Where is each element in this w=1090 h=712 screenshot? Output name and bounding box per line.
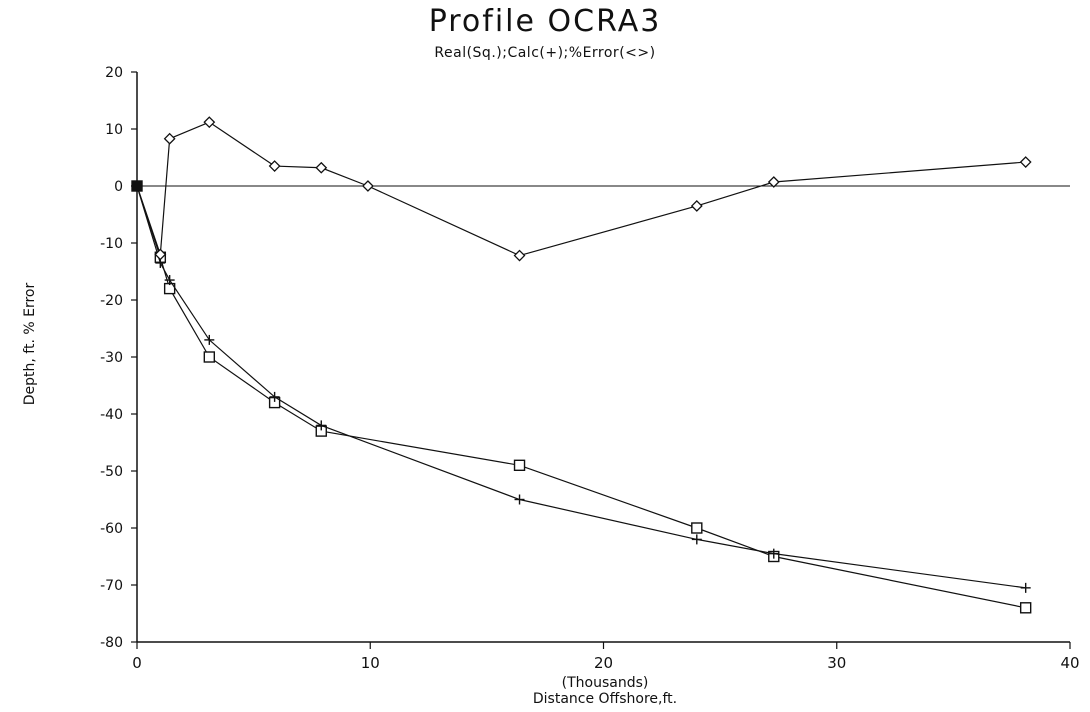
data-point-square xyxy=(203,351,216,363)
data-point-diamond xyxy=(315,161,328,174)
y-tick-label: -60 xyxy=(100,521,123,537)
series-layer xyxy=(131,116,1032,614)
data-point-diamond xyxy=(767,176,780,188)
data-point-square xyxy=(513,459,526,471)
y-tick-label: -10 xyxy=(100,236,123,252)
data-point-plus xyxy=(514,494,525,505)
series-line xyxy=(136,185,1026,609)
data-point-plus xyxy=(269,391,280,402)
data-point-diamond xyxy=(163,132,176,145)
axes: 20 10 0 -10 -20 -30 -40 -50 -60 -70 -80 0 10 20 30 40 xyxy=(100,65,1079,672)
data-point-square xyxy=(1019,602,1032,614)
chart-subtitle: Real(Sq.);Calc(+);%Error(<>) xyxy=(434,45,656,61)
data-point-diamond xyxy=(203,116,216,129)
y-tick-label: -50 xyxy=(100,464,123,480)
y-tick-label: 10 xyxy=(105,122,123,138)
data-point-plus xyxy=(691,534,702,545)
series-real xyxy=(131,180,1032,614)
origin-point xyxy=(131,180,143,192)
data-point-plus xyxy=(164,275,175,286)
x-tick-label: 20 xyxy=(594,654,613,672)
series-calc xyxy=(132,181,1031,593)
series-line xyxy=(136,185,1026,589)
data-point-square xyxy=(691,522,703,534)
data-point-plus xyxy=(204,334,215,345)
data-point-diamond xyxy=(154,248,167,261)
x-tick-label: 0 xyxy=(132,654,142,672)
y-tick-label: -40 xyxy=(100,407,123,423)
y-tick-label: -20 xyxy=(100,293,123,309)
data-point-plus xyxy=(316,420,327,431)
y-tick-label: -80 xyxy=(100,635,123,651)
y-tick-label: 20 xyxy=(105,65,123,81)
data-point-diamond xyxy=(513,249,526,262)
data-point-plus xyxy=(1020,582,1031,593)
x-tick-label: 40 xyxy=(1060,654,1079,672)
data-point-diamond xyxy=(690,200,703,212)
x-tick-label: 30 xyxy=(827,654,846,672)
data-point-plus xyxy=(768,548,779,559)
x-axis-label: Distance Offshore,ft. xyxy=(532,691,678,707)
x-axis-units-label: (Thousands) xyxy=(561,675,649,691)
y-tick-label: -70 xyxy=(100,578,123,594)
data-point-diamond xyxy=(268,160,281,172)
chart-title: Profile OCRA3 xyxy=(428,4,662,39)
x-tick-label: 10 xyxy=(361,654,380,672)
y-tick-label: -30 xyxy=(100,350,123,366)
series--error xyxy=(131,116,1032,262)
series-line xyxy=(136,121,1026,257)
data-point-diamond xyxy=(1019,156,1032,168)
y-tick-label: 0 xyxy=(114,179,123,195)
y-axis-label: Depth, ft. % Error xyxy=(22,282,38,406)
data-point-diamond xyxy=(361,180,374,192)
